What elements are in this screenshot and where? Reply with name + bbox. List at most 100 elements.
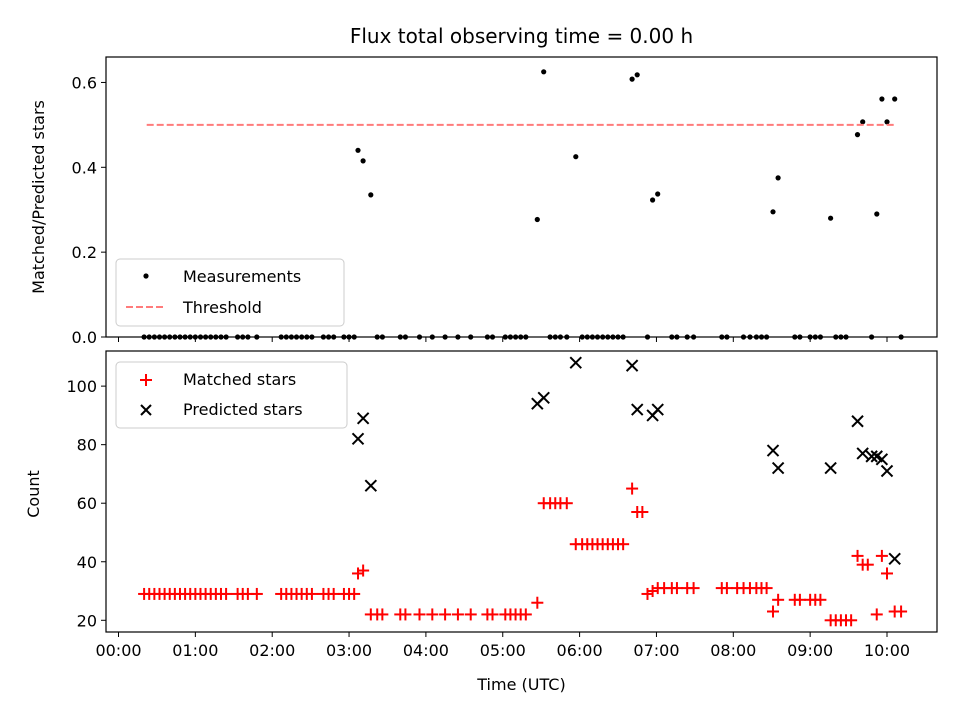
- predicted-point-10: [766, 444, 780, 457]
- bottom-x-axis-label: Time (UTC): [476, 675, 565, 694]
- bottom-plot-area: 20 40 60 80 100 00:00 01:00 02:00 03:00 04:00 05:…: [24, 350, 938, 694]
- predicted-point-1: [356, 412, 370, 425]
- predicted-point-18: [880, 464, 894, 478]
- legend-measurements-marker: [143, 273, 149, 279]
- bottom-ytick-label-3: 80: [77, 436, 97, 455]
- bottom-x-ticks: 00:00 01:00 02:00 03:00 04:00 05:00 06:00 07:00…: [95, 632, 910, 660]
- matched-point-38: [376, 608, 389, 621]
- matched-point-35: [357, 564, 370, 577]
- matched-point-44: [451, 608, 464, 621]
- top-axes-frame: [105, 56, 938, 338]
- measurement-point-5: [573, 154, 579, 160]
- measurement-point-17: [884, 119, 890, 125]
- matched-point-77: [670, 582, 683, 595]
- matched-point-33: [348, 587, 361, 600]
- predicted-point-5: [569, 356, 582, 369]
- measurement-point-9: [655, 191, 661, 197]
- measurement-point-11: [775, 175, 781, 181]
- predicted-point-4: [537, 391, 550, 405]
- legend-predicted-label: Predicted stars: [183, 400, 303, 419]
- matched-point-87: [760, 582, 773, 595]
- matched-point-42: [426, 608, 439, 621]
- bottom-y-ticks: 20 40 60 80 100: [66, 377, 106, 630]
- top-ytick-label-3: 0.6: [72, 73, 97, 92]
- measurement-point-10: [770, 209, 776, 215]
- measurement-point-14: [860, 119, 866, 125]
- matched-point-72: [641, 587, 654, 600]
- predicted-point-2: [364, 479, 378, 492]
- matched-point-47: [486, 608, 499, 621]
- predicted-point-12: [824, 461, 837, 475]
- matched-point-69: [626, 482, 639, 495]
- measurement-point-16: [879, 96, 885, 102]
- bottom-xtick-label-8: 08:00: [710, 641, 756, 660]
- measurement-point-3: [534, 216, 540, 223]
- predicted-point-15: [865, 450, 878, 463]
- legend-threshold-label: Threshold: [182, 298, 262, 317]
- bottom-xtick-label-3: 03:00: [326, 641, 372, 660]
- matched-point-81: [720, 582, 733, 595]
- predicted-point-11: [771, 461, 785, 475]
- measurement-point-18: [892, 96, 898, 102]
- bottom-xtick-label-6: 06:00: [557, 641, 603, 660]
- predicted-point-13: [851, 415, 864, 428]
- predicted-point-17: [875, 453, 889, 466]
- top-x-ticks: [118, 337, 888, 342]
- matched-point-102: [861, 558, 874, 571]
- matched-point-45: [464, 608, 477, 621]
- measurement-point-8: [650, 197, 656, 203]
- top-ytick-label-2: 0.4: [72, 158, 97, 177]
- matched-point-91: [793, 593, 806, 606]
- matched-point-73: [646, 585, 659, 598]
- measurement-point-6: [629, 76, 635, 82]
- measurement-point-2: [368, 192, 374, 198]
- measurement-point-0: [355, 147, 361, 153]
- measurement-point-1: [360, 158, 366, 164]
- matched-point-103: [870, 608, 883, 621]
- measurement-point-12: [828, 215, 834, 221]
- top-y-ticks: 0.0 0.2 0.4 0.6: [72, 73, 106, 347]
- matched-point-53: [531, 596, 544, 609]
- matched-point-68: [617, 538, 630, 551]
- top-legend-box: [115, 258, 345, 327]
- measurement-point-13: [854, 132, 861, 138]
- bottom-legend-box: [115, 361, 348, 429]
- matched-point-89: [772, 593, 785, 606]
- bottom-ytick-label-2: 60: [77, 494, 97, 513]
- matched-point-58: [560, 497, 573, 510]
- measurement-point-7: [634, 72, 640, 78]
- predicted-point-0: [351, 432, 365, 446]
- matched-point-105: [881, 567, 893, 580]
- legend-matched-marker: [140, 374, 152, 386]
- matched-point-16: [220, 587, 233, 600]
- top-chart-title: Flux total observing time = 0.00 h: [350, 24, 693, 48]
- predicted-point-19: [888, 552, 901, 566]
- matched-point-40: [399, 608, 412, 621]
- matched-point-41: [413, 608, 426, 621]
- matched-point-79: [687, 582, 700, 595]
- bottom-xtick-label-1: 01:00: [172, 641, 218, 660]
- matched-point-100: [851, 549, 864, 562]
- bottom-xtick-label-7: 07:00: [633, 641, 679, 660]
- bottom-xtick-label-9: 09:00: [787, 641, 833, 660]
- bottom-xtick-label-2: 02:00: [249, 641, 295, 660]
- bottom-ytick-label-0: 20: [77, 611, 97, 630]
- top-ytick-label-0: 0.0: [72, 328, 97, 347]
- bottom-ytick-label-4: 100: [66, 377, 97, 396]
- bottom-axes-frame: [105, 350, 938, 633]
- measurement-point-4: [541, 69, 547, 75]
- bottom-xtick-label-0: 00:00: [95, 641, 141, 660]
- predicted-point-14: [856, 447, 869, 460]
- bottom-matched-points: [138, 482, 908, 627]
- top-legend: Measurements Threshold: [115, 258, 345, 327]
- matched-point-20: [250, 587, 263, 600]
- matched-point-99: [845, 614, 858, 627]
- predicted-point-6: [625, 359, 639, 372]
- bottom-ytick-label-1: 40: [77, 553, 97, 572]
- matched-point-52: [519, 608, 532, 621]
- matched-point-30: [327, 587, 340, 600]
- matched-point-43: [439, 608, 452, 621]
- bottom-y-axis-label: Count: [24, 470, 43, 518]
